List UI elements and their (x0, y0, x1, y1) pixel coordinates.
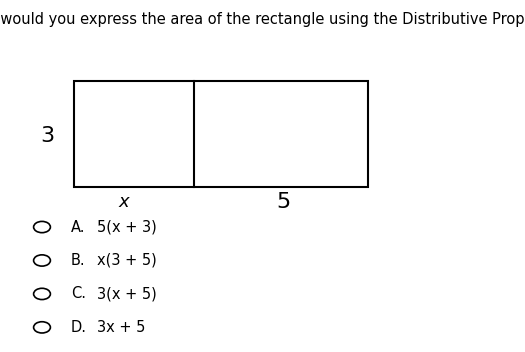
Text: 5(x + 3): 5(x + 3) (97, 220, 157, 234)
Text: 5: 5 (276, 193, 291, 212)
Text: A.: A. (71, 220, 86, 234)
Text: D.: D. (71, 320, 87, 335)
Text: 3: 3 (40, 126, 54, 145)
Text: 3(x + 5): 3(x + 5) (97, 287, 157, 301)
Text: x: x (118, 193, 129, 212)
Bar (74, 81, 367, 187)
Text: How would you express the area of the rectangle using the Distributive Property?: How would you express the area of the re… (0, 12, 525, 27)
Text: 3x + 5: 3x + 5 (97, 320, 145, 335)
Text: x(3 + 5): x(3 + 5) (97, 253, 157, 268)
Text: C.: C. (71, 287, 86, 301)
Text: B.: B. (71, 253, 86, 268)
